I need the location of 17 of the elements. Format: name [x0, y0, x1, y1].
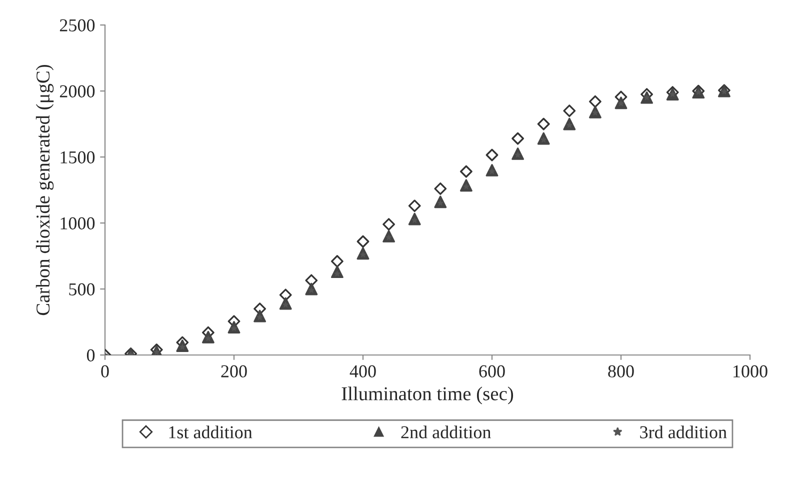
y-axis-title: Carbon dioxide generated (μgC) — [36, 64, 54, 316]
y-tick-label: 2000 — [60, 85, 95, 98]
x-tick-label: 800 — [608, 365, 634, 378]
y-tick-label: 1000 — [60, 217, 95, 230]
legend-label: 1st addition — [169, 426, 252, 438]
y-tick-label: 0 — [86, 349, 95, 362]
x-axis-title: Illuminaton time (sec) — [342, 386, 514, 404]
x-tick-label: 1000 — [734, 365, 768, 378]
x-tick-label: 200 — [221, 365, 247, 378]
y-tick-label: 1500 — [60, 151, 95, 164]
y-tick-label: 500 — [69, 283, 95, 296]
legend-label: 3rd addition — [640, 426, 727, 438]
x-tick-label: 0 — [101, 365, 109, 378]
x-tick-label: 600 — [479, 365, 505, 378]
y-tick-label: 2500 — [60, 19, 95, 32]
legend-label: 2nd addition — [401, 426, 491, 438]
x-tick-label: 400 — [350, 365, 376, 378]
